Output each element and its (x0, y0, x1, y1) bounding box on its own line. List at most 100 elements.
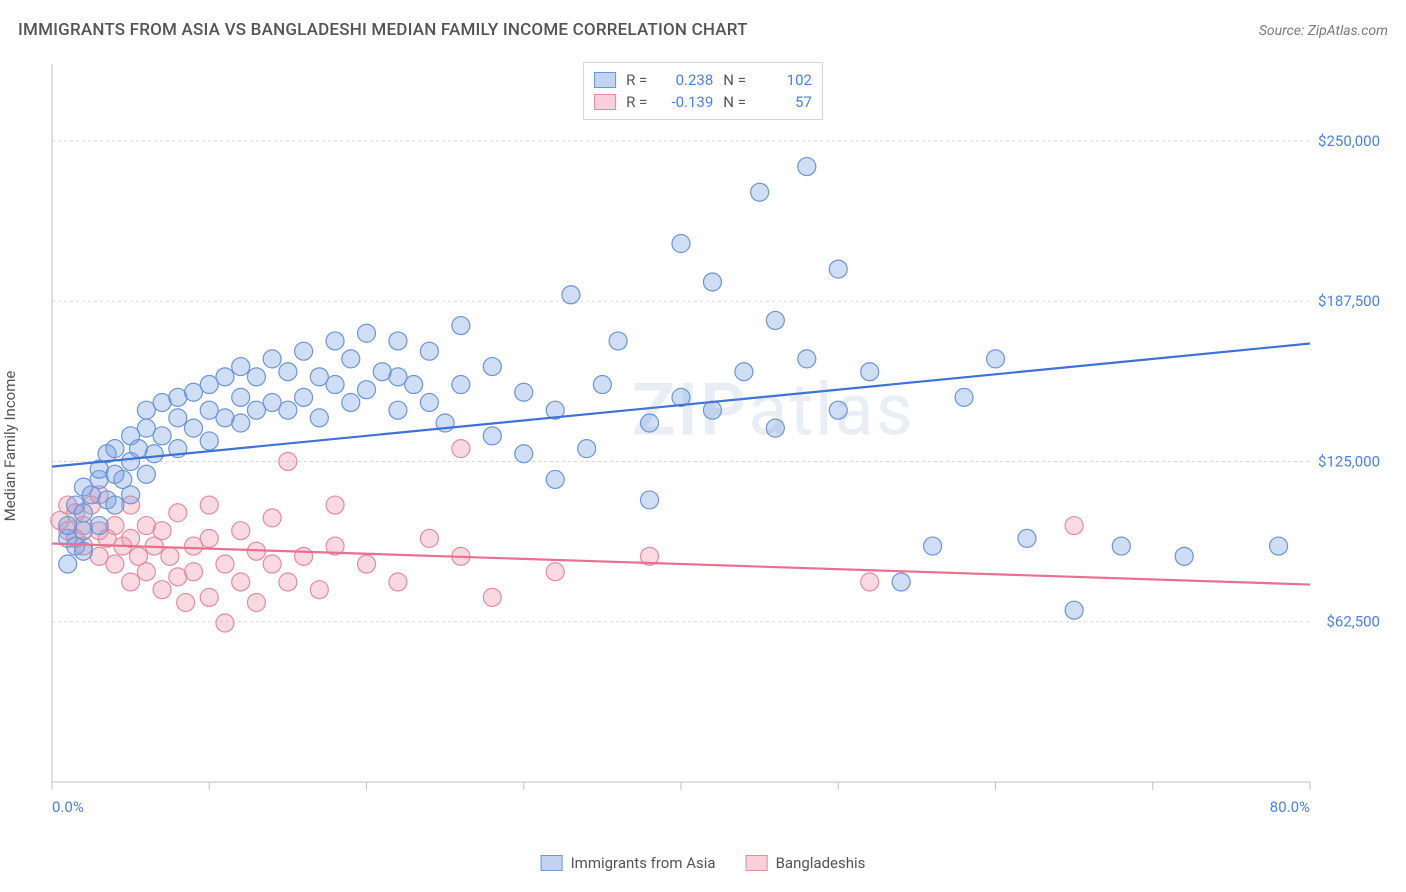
point-a (1175, 547, 1193, 565)
point-a (829, 401, 847, 419)
point-a (232, 358, 250, 376)
point-a (593, 376, 611, 394)
point-a (310, 409, 328, 427)
point-b (232, 522, 250, 540)
swatch-b-icon (594, 94, 616, 110)
point-a (59, 555, 77, 573)
point-a (389, 332, 407, 350)
n-label: N = (723, 69, 746, 91)
scatter-chart: $62,500$125,000$187,500$250,0000.0%80.0% (46, 58, 1386, 828)
y-tick-label: $62,500 (1326, 613, 1380, 631)
point-b (310, 581, 328, 599)
point-a (420, 342, 438, 360)
point-a (200, 432, 218, 450)
swatch-a-icon (541, 855, 563, 871)
point-a (90, 517, 108, 535)
y-tick-label: $187,500 (1318, 292, 1380, 310)
point-b (169, 504, 187, 522)
point-a (145, 445, 163, 463)
series-legend: Immigrants from Asia Bangladeshis (541, 854, 866, 872)
point-a (137, 465, 155, 483)
point-a (342, 350, 360, 368)
point-a (641, 491, 659, 509)
point-a (263, 350, 281, 368)
point-b (1065, 517, 1083, 535)
point-a (751, 183, 769, 201)
point-a (1270, 537, 1288, 555)
point-b (177, 594, 195, 612)
point-a (892, 573, 910, 591)
n-value-b: 57 (756, 91, 812, 113)
point-a (861, 363, 879, 381)
point-b (137, 563, 155, 581)
point-a (389, 401, 407, 419)
point-b (279, 573, 297, 591)
point-b (200, 529, 218, 547)
legend-item-b: Bangladeshis (746, 854, 866, 872)
point-a (515, 445, 533, 463)
point-b (452, 440, 470, 458)
stats-legend: R = 0.238 N = 102 R = -0.139 N = 57 (583, 62, 823, 120)
legend-label-a: Immigrants from Asia (571, 854, 716, 872)
r-label: R = (626, 91, 647, 113)
point-b (216, 555, 234, 573)
point-a (295, 388, 313, 406)
legend-label-b: Bangladeshis (776, 854, 866, 872)
point-a (735, 363, 753, 381)
point-b (263, 555, 281, 573)
point-a (74, 504, 92, 522)
point-a (405, 376, 423, 394)
point-a (1065, 601, 1083, 619)
point-a (106, 496, 124, 514)
point-b (161, 547, 179, 565)
point-a (1018, 529, 1036, 547)
point-b (232, 573, 250, 591)
point-a (483, 358, 501, 376)
chart-title: IMMIGRANTS FROM ASIA VS BANGLADESHI MEDI… (18, 20, 748, 40)
chart-header: IMMIGRANTS FROM ASIA VS BANGLADESHI MEDI… (18, 20, 1388, 40)
point-a (609, 332, 627, 350)
point-a (766, 419, 784, 437)
point-a (546, 470, 564, 488)
stats-row-b: R = -0.139 N = 57 (594, 91, 812, 113)
point-b (122, 573, 140, 591)
point-a (703, 401, 721, 419)
point-a (106, 440, 124, 458)
point-a (829, 260, 847, 278)
y-tick-label: $125,000 (1318, 452, 1380, 470)
point-a (216, 368, 234, 386)
point-a (358, 381, 376, 399)
point-a (672, 235, 690, 253)
point-a (169, 409, 187, 427)
point-b (358, 555, 376, 573)
point-b (279, 452, 297, 470)
point-a (641, 414, 659, 432)
source-prefix: Source: (1259, 23, 1308, 39)
point-a (232, 388, 250, 406)
point-a (232, 414, 250, 432)
n-label: N = (723, 91, 746, 113)
point-b (247, 594, 265, 612)
r-label: R = (626, 69, 647, 91)
x-tick-label: 80.0% (1270, 798, 1310, 816)
swatch-a-icon (594, 72, 616, 88)
source-name: ZipAtlas.com (1308, 23, 1388, 39)
point-a (342, 393, 360, 411)
point-a (798, 350, 816, 368)
point-a (295, 342, 313, 360)
point-a (955, 388, 973, 406)
stats-row-a: R = 0.238 N = 102 (594, 69, 812, 91)
point-b (861, 573, 879, 591)
point-b (263, 509, 281, 527)
swatch-b-icon (746, 855, 768, 871)
chart-source: Source: ZipAtlas.com (1259, 23, 1388, 39)
point-a (326, 332, 344, 350)
point-a (578, 440, 596, 458)
point-a (420, 393, 438, 411)
point-b (389, 573, 407, 591)
point-b (420, 529, 438, 547)
point-b (483, 588, 501, 606)
y-axis-label: Median Family Income (1, 371, 19, 522)
point-a (452, 317, 470, 335)
point-a (452, 376, 470, 394)
